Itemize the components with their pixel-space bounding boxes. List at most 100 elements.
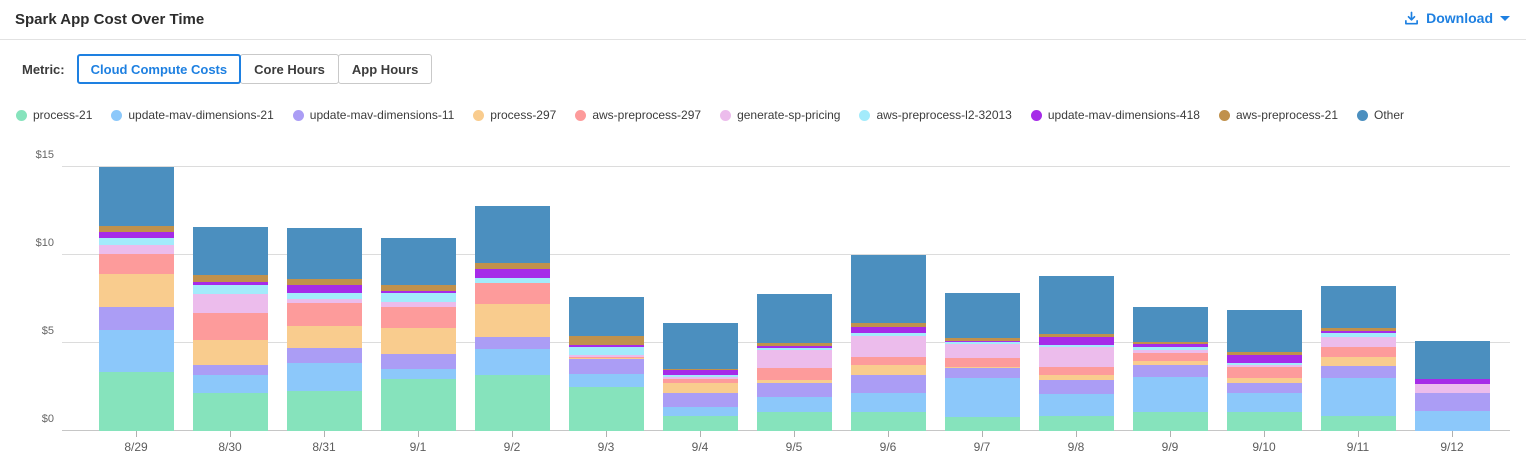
legend-item-update-mav-dimensions-21[interactable]: update-mav-dimensions-21	[111, 108, 274, 122]
bar-segment-process-21[interactable]	[98, 372, 174, 431]
bar-segment-other[interactable]	[380, 238, 456, 285]
bar-segment-other[interactable]	[1320, 286, 1396, 328]
bar-segment-update-mav-dimensions-21[interactable]	[756, 397, 832, 413]
bar-segment-aws-preprocess-l2-32013[interactable]	[474, 278, 550, 284]
bar-segment-aws-preprocess-297[interactable]	[98, 253, 174, 275]
bar-segment-generate-sp-pricing[interactable]	[944, 344, 1020, 358]
bar-segment-update-mav-dimensions-11[interactable]	[380, 353, 456, 369]
bar-segment-update-mav-dimensions-11[interactable]	[850, 375, 926, 394]
bar-segment-process-297[interactable]	[1320, 356, 1396, 366]
bar-segment-aws-preprocess-l2-32013[interactable]	[1132, 347, 1208, 350]
bar-9-9[interactable]	[1132, 306, 1208, 431]
bar-segment-generate-sp-pricing[interactable]	[1132, 349, 1208, 354]
bar-segment-generate-sp-pricing[interactable]	[1320, 336, 1396, 347]
bar-segment-generate-sp-pricing[interactable]	[850, 336, 926, 357]
bar-segment-aws-preprocess-21[interactable]	[662, 368, 738, 371]
bar-segment-aws-preprocess-297[interactable]	[192, 312, 268, 341]
bar-segment-update-mav-dimensions-21[interactable]	[474, 349, 550, 376]
bar-segment-update-mav-dimensions-418[interactable]	[192, 282, 268, 285]
bar-segment-aws-preprocess-297[interactable]	[1038, 366, 1114, 376]
bar-segment-generate-sp-pricing[interactable]	[286, 299, 362, 304]
bar-segment-process-297[interactable]	[380, 327, 456, 354]
bar-segment-aws-preprocess-21[interactable]	[192, 275, 268, 283]
bar-segment-aws-preprocess-21[interactable]	[1132, 341, 1208, 345]
bar-segment-aws-preprocess-21[interactable]	[1226, 351, 1302, 356]
bar-segment-update-mav-dimensions-11[interactable]	[1320, 365, 1396, 378]
bar-segment-process-297[interactable]	[192, 340, 268, 365]
bar-9-2[interactable]	[474, 206, 550, 431]
bar-9-6[interactable]	[850, 255, 926, 431]
bar-segment-generate-sp-pricing[interactable]	[380, 301, 456, 307]
bar-segment-process-297[interactable]	[850, 365, 926, 376]
bar-segment-update-mav-dimensions-21[interactable]	[944, 378, 1020, 417]
bar-segment-process-297[interactable]	[474, 304, 550, 337]
bar-segment-other[interactable]	[850, 255, 926, 324]
bar-segment-aws-preprocess-297[interactable]	[850, 356, 926, 366]
bar-segment-aws-preprocess-297[interactable]	[662, 379, 738, 384]
bar-segment-other[interactable]	[944, 293, 1020, 338]
metric-option-cloud-compute-costs[interactable]: Cloud Compute Costs	[76, 54, 242, 84]
bar-segment-process-21[interactable]	[1226, 412, 1302, 431]
bar-segment-update-mav-dimensions-21[interactable]	[1226, 393, 1302, 413]
bar-segment-other[interactable]	[568, 296, 644, 336]
bar-segment-update-mav-dimensions-418[interactable]	[1132, 344, 1208, 348]
bar-8-30[interactable]	[192, 227, 268, 431]
bar-segment-process-21[interactable]	[1132, 412, 1208, 431]
bar-segment-process-21[interactable]	[192, 392, 268, 431]
legend-item-process-21[interactable]: process-21	[16, 108, 92, 122]
bar-segment-process-21[interactable]	[850, 412, 926, 431]
bar-segment-process-21[interactable]	[756, 412, 832, 431]
bar-segment-process-21[interactable]	[380, 379, 456, 431]
bar-segment-aws-preprocess-297[interactable]	[286, 303, 362, 327]
bar-segment-aws-preprocess-21[interactable]	[568, 335, 644, 346]
bar-segment-update-mav-dimensions-11[interactable]	[1414, 392, 1490, 411]
bar-segment-generate-sp-pricing[interactable]	[192, 294, 268, 313]
bar-segment-generate-sp-pricing[interactable]	[756, 350, 832, 369]
bar-segment-aws-preprocess-21[interactable]	[1320, 327, 1396, 331]
bar-segment-process-297[interactable]	[1038, 375, 1114, 380]
bar-9-3[interactable]	[568, 296, 644, 431]
bar-segment-generate-sp-pricing[interactable]	[1414, 384, 1490, 393]
bar-segment-update-mav-dimensions-21[interactable]	[1038, 394, 1114, 416]
bar-segment-aws-preprocess-21[interactable]	[850, 323, 926, 327]
bar-9-11[interactable]	[1320, 286, 1396, 431]
bar-segment-aws-preprocess-l2-32013[interactable]	[568, 347, 644, 356]
bar-segment-update-mav-dimensions-21[interactable]	[850, 393, 926, 412]
bar-segment-process-21[interactable]	[474, 375, 550, 431]
bar-segment-process-297[interactable]	[1226, 378, 1302, 384]
bar-segment-update-mav-dimensions-418[interactable]	[1414, 379, 1490, 385]
bar-segment-aws-preprocess-l2-32013[interactable]	[192, 284, 268, 295]
bar-segment-process-21[interactable]	[1320, 415, 1396, 431]
bar-segment-update-mav-dimensions-11[interactable]	[286, 347, 362, 363]
bar-segment-process-21[interactable]	[1038, 415, 1114, 431]
legend-item-update-mav-dimensions-11[interactable]: update-mav-dimensions-11	[292, 108, 454, 122]
bar-9-5[interactable]	[756, 294, 832, 431]
bar-segment-update-mav-dimensions-418[interactable]	[756, 346, 832, 348]
bar-segment-aws-preprocess-297[interactable]	[944, 357, 1020, 367]
bar-segment-update-mav-dimensions-21[interactable]	[286, 362, 362, 392]
bar-segment-update-mav-dimensions-11[interactable]	[1226, 383, 1302, 394]
bar-segment-aws-preprocess-297[interactable]	[568, 356, 644, 358]
bar-segment-aws-preprocess-21[interactable]	[286, 279, 362, 286]
bar-segment-aws-preprocess-l2-32013[interactable]	[1226, 362, 1302, 366]
bar-segment-update-mav-dimensions-21[interactable]	[192, 375, 268, 393]
bar-9-12[interactable]	[1414, 341, 1490, 431]
bar-segment-update-mav-dimensions-11[interactable]	[662, 392, 738, 407]
bar-segment-other[interactable]	[98, 167, 174, 226]
bar-9-8[interactable]	[1038, 275, 1114, 431]
bar-segment-update-mav-dimensions-11[interactable]	[568, 359, 644, 374]
bar-segment-aws-preprocess-l2-32013[interactable]	[98, 237, 174, 245]
bar-segment-update-mav-dimensions-418[interactable]	[568, 345, 644, 348]
legend-item-aws-preprocess-l2-32013[interactable]: aws-preprocess-l2-32013	[859, 108, 1012, 122]
bar-segment-process-21[interactable]	[944, 416, 1020, 431]
bar-segment-process-297[interactable]	[568, 357, 644, 360]
bar-segment-aws-preprocess-21[interactable]	[474, 263, 550, 270]
legend-item-process-297[interactable]: process-297	[473, 108, 556, 122]
bar-segment-update-mav-dimensions-418[interactable]	[1038, 336, 1114, 345]
bar-segment-aws-preprocess-297[interactable]	[1320, 346, 1396, 357]
bar-segment-generate-sp-pricing[interactable]	[1038, 346, 1114, 367]
bar-segment-generate-sp-pricing[interactable]	[1226, 365, 1302, 367]
legend-item-generate-sp-pricing[interactable]: generate-sp-pricing	[720, 108, 840, 122]
bar-segment-other[interactable]	[756, 294, 832, 344]
bar-segment-aws-preprocess-l2-32013[interactable]	[1038, 344, 1114, 347]
